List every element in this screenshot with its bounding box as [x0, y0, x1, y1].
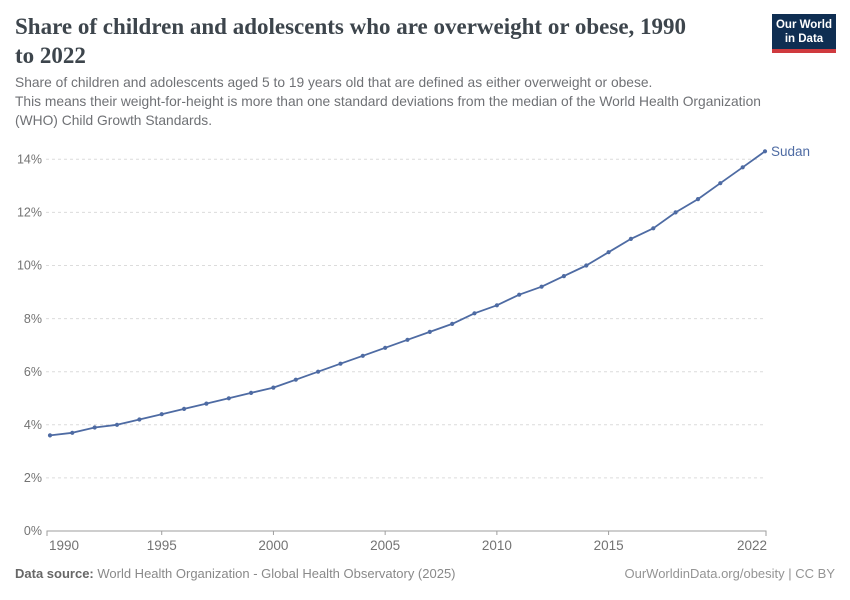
y-axis-tick-label-0: 0%: [24, 524, 42, 538]
data-point-1994[interactable]: [137, 417, 142, 422]
data-point-2006[interactable]: [405, 337, 410, 342]
data-point-1998[interactable]: [226, 396, 231, 401]
y-axis-tick-label-4: 4%: [24, 418, 42, 432]
data-point-2011[interactable]: [517, 292, 522, 297]
data-source-note: Data source: World Health Organization -…: [15, 565, 456, 582]
data-point-2018[interactable]: [673, 210, 678, 215]
y-axis-tick-label-8: 8%: [24, 312, 42, 326]
y-axis-tick-label-6: 6%: [24, 365, 42, 379]
attribution-link[interactable]: OurWorldinData.org/obesity | CC BY: [624, 566, 836, 581]
data-point-2008[interactable]: [450, 321, 455, 326]
data-point-2012[interactable]: [539, 284, 544, 289]
x-axis-tick-label-2022: 2022: [737, 538, 767, 553]
chart-subtitle: Share of children and adolescents aged 5…: [15, 75, 761, 128]
data-point-2017[interactable]: [651, 226, 656, 231]
data-point-2009[interactable]: [472, 311, 477, 316]
data-point-2001[interactable]: [293, 377, 298, 382]
data-point-1993[interactable]: [114, 422, 120, 427]
y-axis-tick-label-12: 12%: [17, 206, 42, 220]
data-point-2016[interactable]: [628, 236, 634, 241]
chart-footer: Data source: World Health Organization -…: [15, 565, 835, 582]
owid-logo-line1: Our World: [775, 19, 832, 31]
data-point-2000[interactable]: [271, 385, 276, 390]
data-point-2003[interactable]: [338, 361, 343, 366]
data-point-2015[interactable]: [606, 250, 611, 255]
x-axis-tick-label-1995: 1995: [147, 538, 177, 553]
y-axis-tick-label-14: 14%: [17, 153, 42, 167]
data-point-2004[interactable]: [360, 353, 365, 358]
series-label-sudan[interactable]: Sudan: [771, 144, 810, 159]
owid-logo: Our World in Data: [772, 14, 836, 53]
data-source-text: World Health Organization - Global Healt…: [93, 566, 456, 581]
data-point-2010[interactable]: [494, 303, 499, 308]
data-point-2020[interactable]: [718, 181, 723, 186]
x-axis-line: [46, 530, 767, 536]
owid-logo-line2: in Data: [784, 33, 824, 45]
x-axis-tick-label-2000: 2000: [258, 538, 288, 553]
data-point-2007[interactable]: [427, 329, 432, 334]
x-axis-tick-label-2010: 2010: [482, 538, 512, 553]
data-point-2013[interactable]: [561, 274, 567, 279]
x-axis-tick-label-2005: 2005: [370, 538, 400, 553]
data-point-2022[interactable]: [762, 149, 768, 154]
data-point-1991[interactable]: [70, 430, 75, 435]
data-point-1996[interactable]: [182, 406, 187, 411]
data-point-2019[interactable]: [695, 197, 701, 202]
data-point-2021[interactable]: [740, 165, 745, 170]
data-point-2002[interactable]: [316, 369, 321, 374]
line-chart-canvas[interactable]: 0% 2% 4% 6% 8% 10% 12% 14% 1990 1995 2000 2005 2010 2…: [0, 130, 850, 600]
data-point-1992[interactable]: [92, 425, 97, 430]
data-point-1999[interactable]: [249, 390, 254, 395]
y-axis-tick-label-2: 2%: [24, 471, 42, 485]
data-point-1990[interactable]: [47, 433, 53, 438]
data-source-label: Data source:: [15, 566, 94, 581]
y-axis-tick-label-10: 10%: [17, 259, 42, 273]
chart-title: Share of children and adolescents who ar…: [15, 14, 687, 68]
x-axis-tick-label-1990: 1990: [49, 538, 79, 553]
x-axis-tick-label-2015: 2015: [594, 538, 624, 553]
data-point-2005[interactable]: [383, 345, 388, 350]
data-point-2014[interactable]: [584, 263, 589, 268]
data-point-1997[interactable]: [204, 401, 209, 406]
trend-line-sudan[interactable]: [49, 150, 766, 437]
data-point-1995[interactable]: [159, 412, 164, 417]
